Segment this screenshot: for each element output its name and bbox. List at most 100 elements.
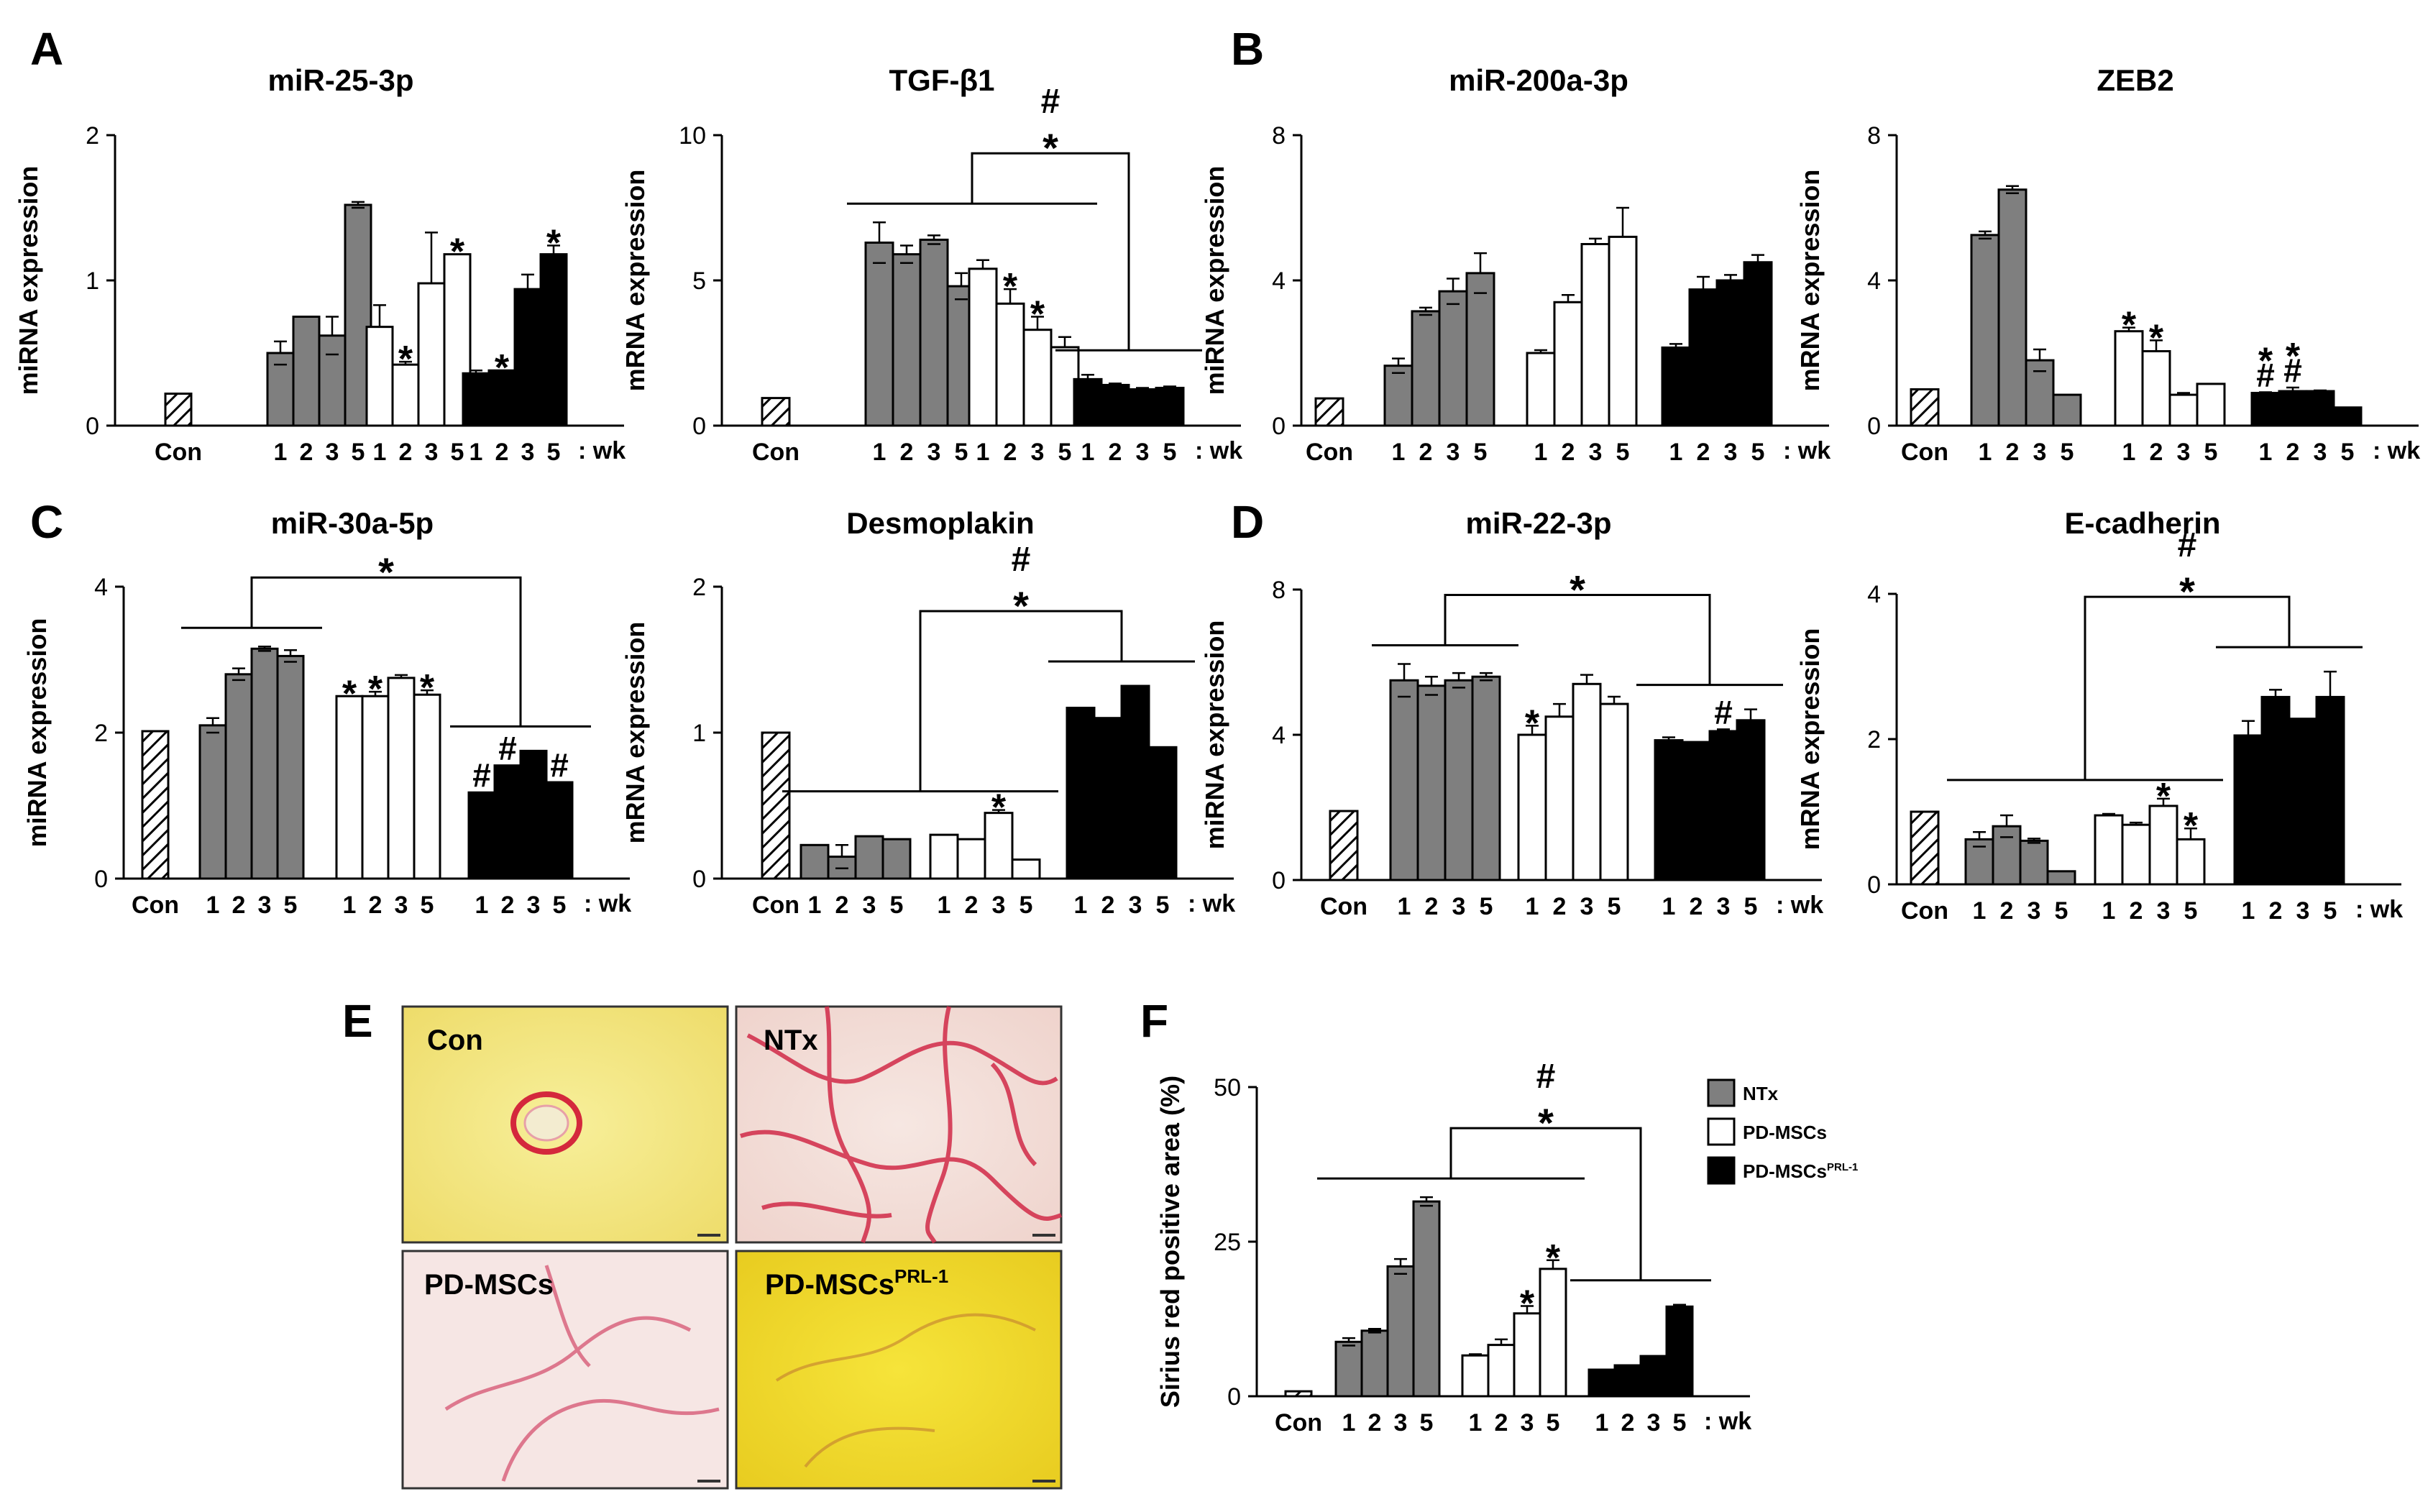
y-axis-label: miRNA expression <box>22 618 52 848</box>
bracket <box>919 610 1123 792</box>
histology-ntx: NTx <box>735 1005 1063 1244</box>
sig-star: * <box>991 787 1007 829</box>
x-label-week: 3 <box>1521 1409 1534 1437</box>
sig-star: * <box>368 669 383 710</box>
bar-con <box>141 730 170 880</box>
bar-prl <box>462 372 490 427</box>
legend-label-prl-sup: PRL-1 <box>1827 1161 1858 1173</box>
bar-con <box>1284 1390 1313 1398</box>
x-label-week: 3 <box>1129 892 1142 919</box>
sig-star: * <box>1520 1283 1535 1324</box>
x-label-con: Con <box>752 439 799 466</box>
bar-prl <box>2250 392 2281 427</box>
x-label-con: Con <box>1306 439 1353 466</box>
bracket-star: * <box>1570 567 1585 613</box>
chart-title: Desmoplakin <box>846 506 1034 540</box>
x-label-week: 1 <box>206 892 220 919</box>
y-axis-label: mRNA expression <box>1795 628 1825 851</box>
x-label-week: 5 <box>1156 892 1170 919</box>
x-label-week: 2 <box>2130 897 2143 925</box>
sig-star: * <box>342 673 357 715</box>
x-label-week: 1 <box>1662 893 1676 920</box>
bracket-hash: # <box>1536 1058 1556 1096</box>
x-label-week: 3 <box>2314 439 2327 466</box>
bar-pd <box>1461 1354 1490 1398</box>
x-label-wk: : wk <box>1783 437 1831 464</box>
bar-pd <box>417 282 446 427</box>
x-label-week: 3 <box>2157 897 2171 925</box>
bar-ntx <box>318 334 347 427</box>
bracket-hash: # <box>1041 83 1060 121</box>
x-label-week: 5 <box>1673 1409 1687 1437</box>
chart-title: miR-25-3p <box>267 63 413 97</box>
bar-pd <box>1513 1312 1541 1398</box>
sig-star: * <box>398 339 413 380</box>
x-label-con: Con <box>1320 893 1367 920</box>
x-label-week: 1 <box>1973 897 1987 925</box>
x-label-week: 1 <box>2102 897 2116 925</box>
x-label-week: 2 <box>900 439 914 466</box>
x-label-week: 5 <box>2184 897 2198 925</box>
x-label-week: 1 <box>1534 439 1548 466</box>
legend-label-prl: PD-MSCsPRL-1 <box>1743 1160 1858 1182</box>
x-label-week: 5 <box>1474 439 1488 466</box>
x-label-wk: : wk <box>1704 1408 1751 1435</box>
x-label-week: 5 <box>1420 1409 1434 1437</box>
y-tick-label: 50 <box>1214 1074 1241 1101</box>
bar-pd <box>1608 235 1638 427</box>
x-label-week: 1 <box>873 439 886 466</box>
x-label-week: 1 <box>2242 897 2255 925</box>
sig-hash: # <box>2256 357 2275 394</box>
x-label-wk: : wk <box>578 437 626 464</box>
x-label-week: 2 <box>965 892 979 919</box>
chart-title: ZEB2 <box>2097 63 2173 97</box>
bar-ntx <box>224 673 253 880</box>
bar-prl <box>539 253 568 427</box>
x-label-wk: : wk <box>1195 437 1242 464</box>
y-axis-label: mRNA expression <box>620 170 650 392</box>
sig-star: * <box>2286 336 2301 377</box>
x-label-week: 2 <box>495 439 509 466</box>
y-tick-label: 4 <box>1867 581 1881 608</box>
x-label-wk: : wk <box>1188 890 1235 917</box>
x-label-week: 2 <box>835 892 849 919</box>
x-label-week: 1 <box>343 892 357 919</box>
x-label-week: 3 <box>1031 439 1045 466</box>
x-label-week: 3 <box>425 439 439 466</box>
x-label-week: 1 <box>808 892 822 919</box>
panel-label-a: A <box>30 23 63 75</box>
bar-pd <box>2168 393 2199 427</box>
y-tick-label: 5 <box>692 267 706 295</box>
bar-pd <box>361 695 390 880</box>
bar-ntx <box>1970 234 2000 427</box>
x-label-week: 5 <box>955 439 968 466</box>
bar-ntx <box>2052 393 2082 427</box>
bar-ntx <box>198 724 227 880</box>
x-label-week: 2 <box>399 439 413 466</box>
x-label-week: 1 <box>1669 439 1683 466</box>
bracket-star: * <box>378 549 394 595</box>
bar-con <box>761 397 791 427</box>
x-label-week: 1 <box>1469 1409 1483 1437</box>
bar-pd <box>2196 382 2226 427</box>
bar-pd <box>413 693 441 880</box>
x-label-week: 2 <box>1562 439 1575 466</box>
bar-ntx <box>1360 1329 1389 1398</box>
histology-prl: PD-MSCsPRL-1 <box>735 1250 1063 1490</box>
bar-prl <box>1120 684 1150 880</box>
x-label-week: 2 <box>2150 439 2163 466</box>
bar-ntx <box>1471 675 1501 881</box>
bar-prl <box>1681 741 1711 881</box>
sig-star: * <box>1030 294 1045 336</box>
bar-ntx <box>854 835 884 880</box>
y-tick-label: 0 <box>1867 871 1881 899</box>
y-axis-label: mRNA expression <box>620 622 650 844</box>
x-label-week: 2 <box>1621 1409 1635 1437</box>
bar-prl <box>2278 390 2308 427</box>
bar-con <box>1329 810 1359 881</box>
bar-pd <box>1539 1268 1567 1398</box>
y-axis-label: miRNA expression <box>14 166 43 395</box>
